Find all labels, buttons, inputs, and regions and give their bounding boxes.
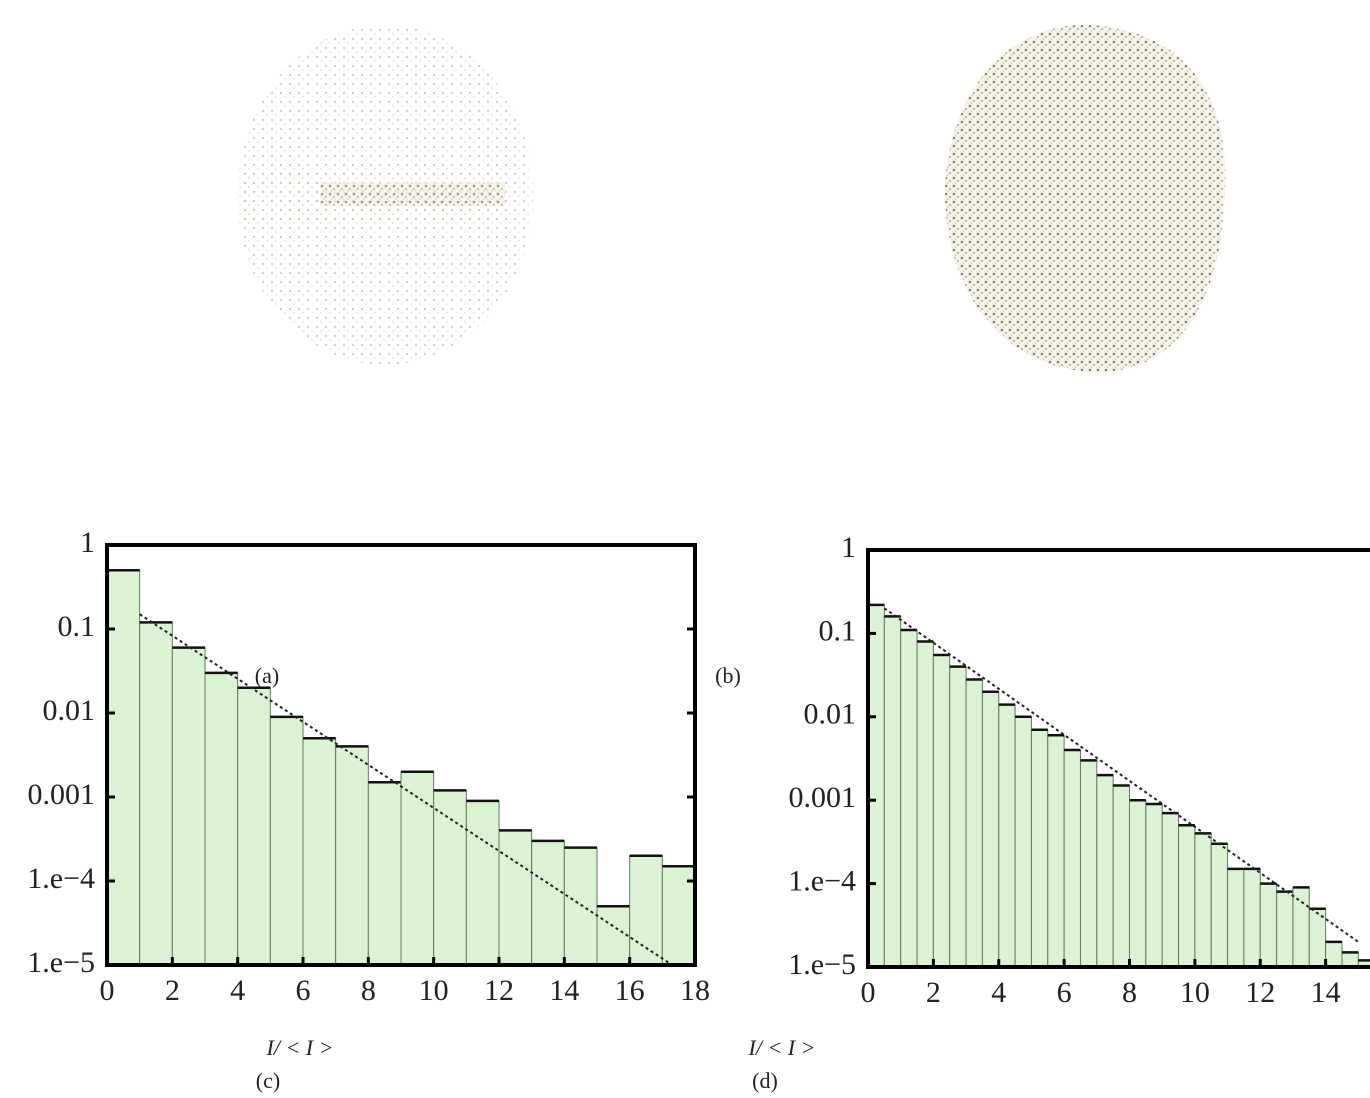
bar bbox=[900, 629, 918, 968]
bar bbox=[465, 800, 500, 966]
bar bbox=[335, 745, 369, 966]
bar bbox=[106, 569, 141, 966]
y-tick-label: 1.e−4 bbox=[788, 864, 856, 897]
bar bbox=[981, 691, 1000, 968]
y-tick-label: 0.1 bbox=[819, 614, 857, 647]
bar bbox=[1210, 843, 1229, 968]
y-tick-label: 1 bbox=[841, 531, 856, 564]
bar bbox=[1145, 803, 1163, 968]
bar bbox=[1063, 749, 1081, 968]
x-tick-label: 4 bbox=[230, 974, 245, 1007]
x-tick-label: 6 bbox=[1057, 976, 1072, 1009]
bar bbox=[883, 615, 902, 968]
x-axis-label: I/ < I > bbox=[748, 1035, 816, 1060]
y-tick-label: 1.e−4 bbox=[27, 862, 95, 895]
fit-line bbox=[139, 613, 673, 966]
bar bbox=[1292, 886, 1310, 968]
bar bbox=[596, 905, 631, 966]
bar bbox=[949, 666, 967, 968]
bar bbox=[498, 829, 533, 966]
bar bbox=[916, 640, 934, 968]
x-tick-label: 0 bbox=[861, 976, 876, 1009]
bar bbox=[433, 789, 467, 966]
bar bbox=[563, 847, 598, 966]
y-tick-label: 1.e−5 bbox=[788, 948, 856, 981]
x-tick-label: 14 bbox=[1311, 976, 1341, 1009]
bar bbox=[1243, 868, 1261, 968]
bar bbox=[1161, 812, 1180, 968]
x-tick-label: 12 bbox=[484, 974, 514, 1007]
y-tick-label: 0.001 bbox=[28, 778, 96, 811]
bar bbox=[367, 781, 402, 966]
x-tick-label: 8 bbox=[1122, 976, 1137, 1009]
bar bbox=[400, 771, 435, 966]
bar bbox=[302, 737, 337, 966]
bar bbox=[204, 672, 239, 966]
x-tick-label: 10 bbox=[1180, 976, 1210, 1009]
y-tick-label: 0.01 bbox=[804, 698, 857, 731]
x-tick-label: 2 bbox=[926, 976, 941, 1009]
bar bbox=[1341, 951, 1359, 968]
bar bbox=[269, 716, 304, 966]
bar bbox=[237, 687, 271, 966]
bar bbox=[1112, 785, 1130, 968]
bar bbox=[661, 865, 696, 966]
bar bbox=[1259, 883, 1278, 968]
bar bbox=[932, 654, 951, 968]
bar bbox=[1047, 734, 1065, 968]
x-tick-label: 10 bbox=[419, 974, 449, 1007]
panel-annotation: (b) bbox=[715, 663, 741, 688]
bar bbox=[998, 704, 1016, 968]
bar bbox=[1129, 799, 1147, 968]
x-tick-label: 8 bbox=[361, 974, 376, 1007]
bar bbox=[1276, 891, 1294, 968]
y-tick-label: 1 bbox=[80, 526, 95, 559]
plot-frame bbox=[105, 543, 697, 967]
fit-line bbox=[883, 607, 1359, 943]
x-tick-label: 18 bbox=[680, 974, 710, 1007]
x-tick-label: 2 bbox=[165, 974, 180, 1007]
bar bbox=[139, 621, 173, 966]
x-tick-label: 6 bbox=[296, 974, 311, 1007]
panel-caption: (c) bbox=[256, 1068, 280, 1093]
bar bbox=[965, 679, 983, 968]
bar bbox=[531, 840, 565, 966]
y-tick-label: 0.001 bbox=[789, 781, 857, 814]
x-tick-label: 4 bbox=[991, 976, 1006, 1009]
x-tick-label: 14 bbox=[549, 974, 579, 1007]
bar bbox=[1079, 759, 1098, 968]
x-axis-label: I/ < I > bbox=[266, 1035, 334, 1060]
panel-caption: (d) bbox=[752, 1068, 778, 1093]
x-tick-label: 12 bbox=[1245, 976, 1275, 1009]
bar bbox=[1178, 824, 1196, 968]
bar bbox=[1227, 868, 1245, 968]
bar bbox=[1194, 832, 1212, 968]
bar bbox=[1325, 941, 1343, 968]
bar bbox=[867, 604, 885, 968]
x-tick-label: 0 bbox=[100, 974, 115, 1007]
speckle-image-a bbox=[237, 25, 533, 365]
y-tick-label: 0.01 bbox=[43, 694, 96, 727]
bar bbox=[1014, 716, 1032, 968]
x-tick-label: 16 bbox=[615, 974, 645, 1007]
panel-annotation: (a) bbox=[255, 663, 279, 688]
speckle-image-b bbox=[945, 24, 1226, 373]
bar bbox=[171, 647, 206, 966]
bar bbox=[1030, 729, 1049, 968]
bar bbox=[1096, 774, 1114, 968]
y-tick-label: 0.1 bbox=[58, 610, 96, 643]
y-tick-label: 1.e−5 bbox=[27, 946, 95, 979]
